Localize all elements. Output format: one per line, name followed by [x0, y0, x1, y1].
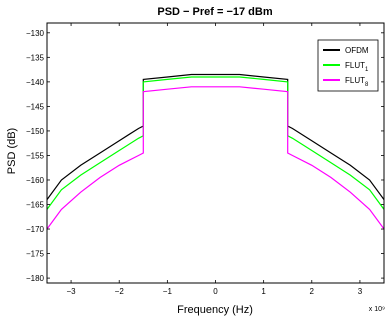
y-tick-label: −170 — [26, 225, 45, 234]
series-line-2 — [46, 86, 385, 230]
x-tick-label: 2 — [310, 287, 315, 296]
y-tick-label: −135 — [26, 53, 45, 62]
y-tick-label: −150 — [26, 127, 45, 136]
y-tick-label: −180 — [26, 274, 45, 283]
series-line-0 — [46, 73, 385, 200]
x-tick-label: −3 — [67, 287, 77, 296]
y-tick-label: −160 — [26, 176, 45, 185]
x-axis-label: Frequency (Hz) — [177, 304, 253, 316]
series-line-1 — [46, 76, 385, 210]
x-tick-label: −1 — [163, 287, 173, 296]
y-tick-label: −175 — [26, 250, 45, 259]
x-tick-label: −2 — [115, 287, 125, 296]
y-tick-label: −140 — [26, 78, 45, 87]
x-tick-label: 3 — [358, 287, 363, 296]
y-tick-label: −145 — [26, 102, 45, 111]
x-exponent-label: x 10⁹ — [369, 306, 385, 313]
y-tick-label: −130 — [26, 29, 45, 38]
plot-area: −3 −2 −1 0 1 2 3 −180 −175 −170 −165 −160 −155 −150 −1… — [26, 22, 385, 296]
legend-label-0: OFDM — [345, 46, 369, 55]
x-tick-label: 0 — [213, 287, 218, 296]
chart-title: PSD − Pref = −17 dBm — [157, 6, 272, 18]
y-tick-label: −155 — [26, 151, 45, 160]
y-axis-label: PSD (dB) — [6, 128, 18, 174]
x-tick-label: 1 — [261, 287, 266, 296]
y-tick-label: −165 — [26, 201, 45, 210]
